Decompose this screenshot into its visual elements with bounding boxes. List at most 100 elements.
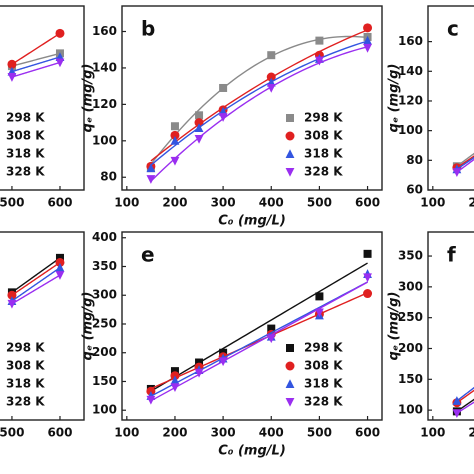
fit-line — [11, 52, 61, 67]
plot-frame — [0, 231, 85, 421]
fit-line — [11, 61, 61, 78]
marker — [267, 324, 276, 333]
y-tick-label: 100 — [398, 403, 423, 417]
x-tick-label: 100 — [420, 426, 445, 440]
panel-label: f — [447, 243, 456, 267]
plot-frame — [121, 5, 383, 191]
fit-line — [11, 56, 61, 73]
x-tick-label: 500 — [307, 426, 332, 440]
marker — [7, 59, 17, 69]
x-tick-label: 300 — [211, 196, 236, 210]
y-tick-label: 100 — [92, 403, 117, 417]
marker — [363, 43, 372, 53]
fit-line — [456, 156, 474, 170]
y-tick-label: 140 — [92, 60, 117, 74]
legend-marker — [285, 379, 295, 388]
legend-label: 308 K — [304, 359, 343, 373]
fit-line — [456, 152, 474, 167]
marker — [55, 262, 65, 272]
panel-label: e — [141, 243, 155, 267]
x-tick-label: 600 — [355, 426, 380, 440]
legend-marker — [285, 131, 295, 141]
fit-line — [456, 398, 474, 412]
marker — [170, 122, 179, 131]
legend-marker — [285, 398, 295, 407]
marker — [363, 23, 373, 33]
fit-line — [150, 46, 368, 182]
y-tick-label: 160 — [398, 34, 423, 48]
y-axis-label: qₑ (mg/g) — [81, 292, 96, 361]
marker — [170, 375, 180, 385]
marker — [7, 290, 17, 300]
legend-label: 298 K — [6, 111, 45, 125]
y-tick-label: 80 — [406, 153, 423, 167]
y-tick-label: 80 — [100, 170, 117, 184]
x-tick-label: 600 — [47, 426, 72, 440]
x-axis-label: C₀ (mg/L) — [218, 444, 286, 459]
marker — [7, 299, 17, 309]
legend-marker — [286, 344, 294, 352]
x-axis-label: C₀ (mg/L) — [218, 214, 286, 229]
legend-marker — [285, 361, 295, 371]
fit-line — [150, 29, 368, 162]
marker — [315, 292, 324, 301]
marker — [194, 134, 204, 144]
y-tick-label: 150 — [92, 374, 117, 388]
legend-label: 308 K — [6, 359, 45, 373]
marker — [363, 35, 372, 45]
x-tick-label: 400 — [259, 426, 284, 440]
marker — [452, 396, 462, 405]
fit-line — [456, 389, 474, 404]
legend-label: 298 K — [6, 341, 45, 355]
x-tick-label: 500 — [0, 426, 24, 440]
marker — [170, 130, 180, 140]
marker — [55, 58, 65, 68]
y-tick-label: 250 — [92, 316, 117, 330]
marker — [195, 358, 204, 367]
marker — [170, 383, 180, 393]
fit-line — [456, 401, 474, 414]
fit-line — [456, 155, 474, 169]
marker — [55, 28, 65, 38]
x-tick-label: 600 — [355, 196, 380, 210]
y-tick-label: 60 — [406, 183, 423, 197]
y-tick-label: 350 — [398, 249, 423, 263]
fit-line — [456, 158, 474, 173]
marker — [195, 111, 204, 120]
marker — [194, 123, 204, 133]
marker — [315, 56, 324, 66]
marker — [146, 395, 156, 405]
x-tick-label: 300 — [211, 426, 236, 440]
legend-label: 318 K — [304, 377, 343, 391]
legend-label: 318 K — [6, 147, 45, 161]
plot-frame — [121, 231, 383, 421]
y-axis-label: qₑ (mg/g) — [387, 64, 402, 133]
legend-marker — [285, 149, 295, 158]
fit-line — [150, 35, 368, 165]
marker — [146, 163, 156, 173]
marker — [218, 357, 228, 367]
y-tick-label: 120 — [92, 97, 117, 111]
y-tick-label: 300 — [398, 279, 423, 293]
marker — [170, 136, 180, 145]
y-tick-label: 100 — [398, 123, 423, 137]
x-tick-label: 500 — [307, 196, 332, 210]
marker — [363, 289, 373, 299]
y-tick-label: 200 — [92, 345, 117, 359]
panel-label: b — [141, 17, 155, 41]
x-tick-label: 400 — [259, 196, 284, 210]
legend-label: 328 K — [304, 165, 343, 179]
fit-line — [150, 281, 368, 397]
x-tick-label: 100 — [114, 426, 139, 440]
y-axis-label: qₑ (mg/g) — [387, 292, 402, 361]
x-tick-label: 200 — [468, 426, 474, 440]
marker — [363, 273, 372, 283]
marker — [219, 83, 228, 92]
marker — [170, 156, 180, 166]
marker — [266, 83, 276, 93]
x-tick-label: 600 — [47, 196, 72, 210]
fit-line — [150, 40, 368, 166]
legend-label: 318 K — [304, 147, 343, 161]
fit-line — [11, 261, 61, 296]
